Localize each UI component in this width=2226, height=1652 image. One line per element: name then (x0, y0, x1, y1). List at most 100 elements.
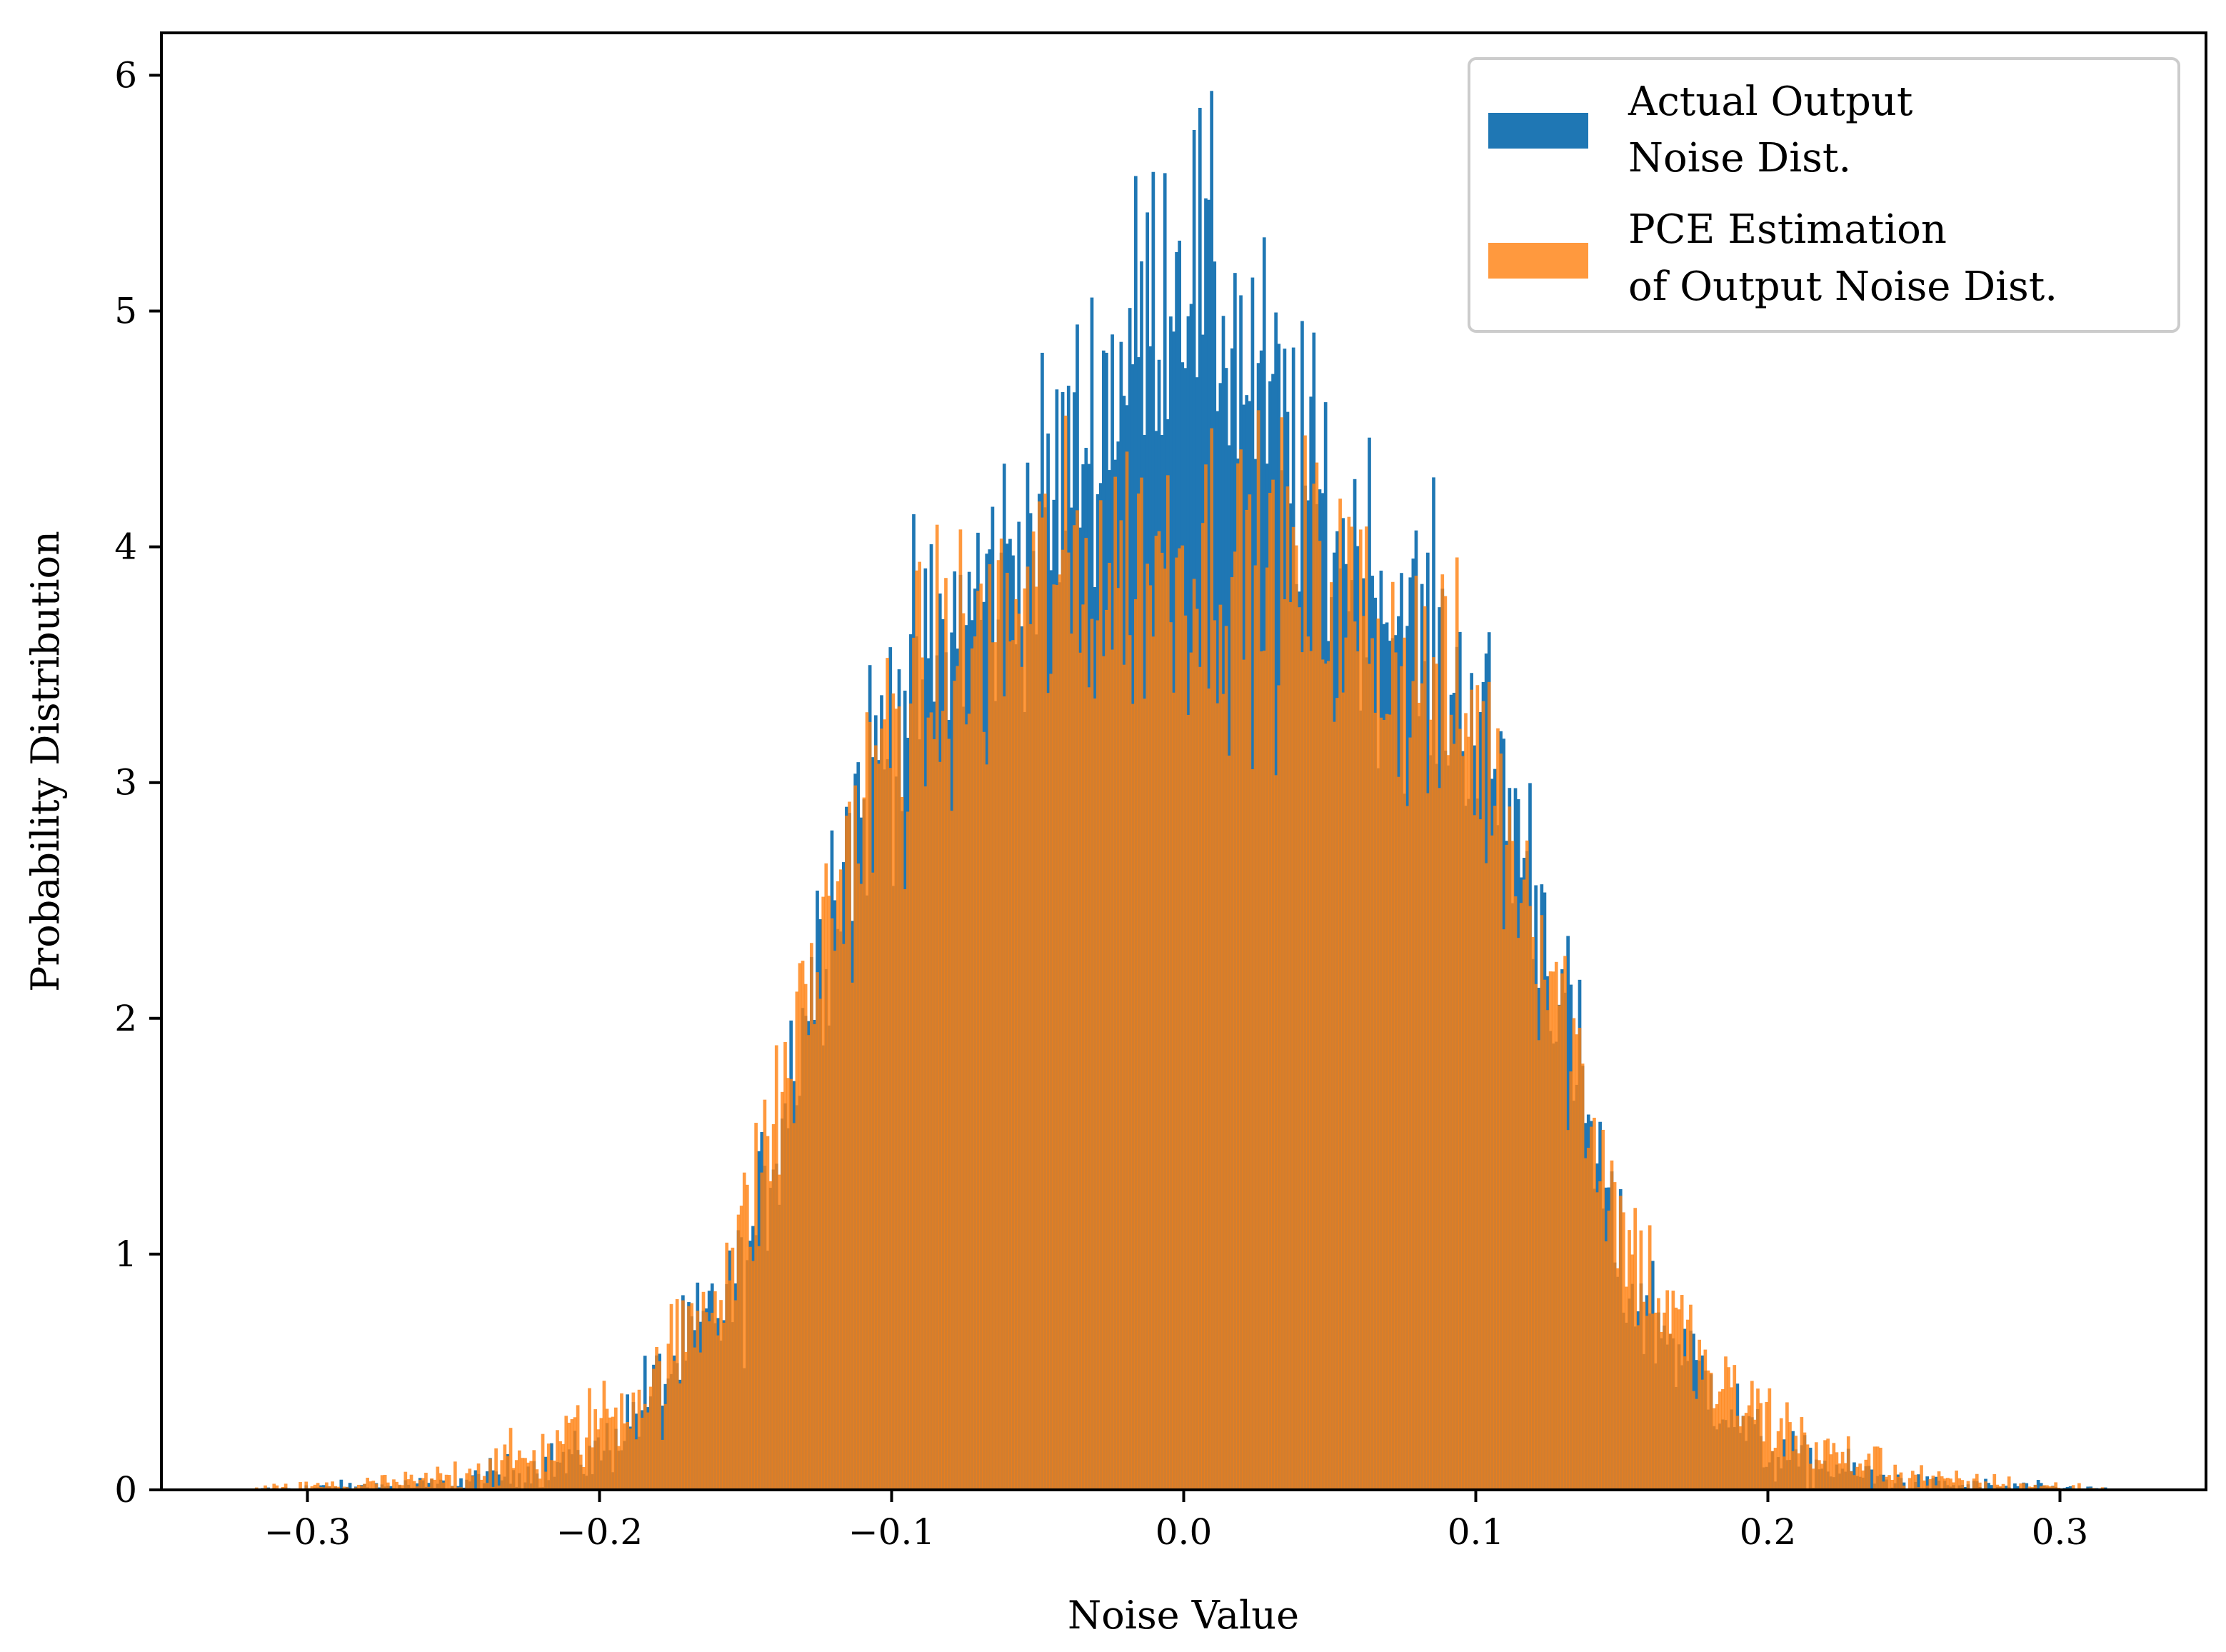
histogram-bar-pce (783, 1041, 787, 1490)
histogram-bar-pce (1630, 1254, 1634, 1490)
histogram-bar-pce (1198, 666, 1202, 1490)
histogram-bar-pce (748, 1246, 752, 1490)
histogram-bar-pce (1130, 704, 1135, 1490)
histogram-bar-pce (588, 1388, 591, 1490)
histogram-bar-pce (1487, 681, 1491, 1490)
legend-swatch-pce (1488, 243, 1588, 279)
histogram-bar-pce (628, 1428, 633, 1490)
histogram-bar-pce (1872, 1446, 1877, 1490)
histogram-bar-pce (485, 1483, 489, 1490)
histogram-bar-pce (1306, 636, 1310, 1490)
histogram-bar-pce (1435, 664, 1438, 1490)
histogram-bar-pce (1502, 929, 1505, 1490)
histogram-bar-pce (578, 1454, 583, 1490)
histogram-bar-pce (1984, 1481, 1987, 1490)
histogram-bar-pce (529, 1461, 533, 1490)
histogram-bar-pce (1411, 681, 1415, 1490)
histogram-bar-pce (687, 1306, 691, 1490)
histogram-bar-pce (1838, 1463, 1842, 1490)
histogram-bar-pce (1218, 604, 1223, 1490)
histogram-bar-pce (1689, 1304, 1693, 1490)
histogram-bar-pce (1907, 1478, 1912, 1490)
histogram-bar-pce (1558, 1005, 1561, 1490)
histogram-bar-pce (1046, 693, 1050, 1490)
histogram-bar-pce (1534, 983, 1538, 1490)
histogram-bar-pce (964, 724, 968, 1490)
histogram-bar-pce (1333, 721, 1336, 1490)
histogram-bar-pce (1703, 1349, 1708, 1490)
histogram-bar-pce (1615, 1268, 1620, 1490)
histogram-bar-pce (1358, 529, 1363, 1491)
histogram-bar-pce (774, 1045, 778, 1490)
histogram-bar-pce (1575, 1034, 1579, 1490)
histogram-bar-pce (883, 719, 886, 1490)
histogram-bar-pce (710, 1313, 714, 1490)
histogram-bar-pce (1475, 685, 1480, 1490)
histogram-bar-pce (1449, 714, 1453, 1490)
histogram-bar-pce (406, 1479, 411, 1490)
histogram-bar-pce (2039, 1486, 2043, 1490)
histogram-bar-pce (1425, 793, 1430, 1490)
histogram-bar-pce (328, 1486, 331, 1490)
histogram-bar-pce (2077, 1483, 2081, 1490)
histogram-bar-pce (1169, 622, 1173, 1490)
histogram-bar-pce (1031, 531, 1036, 1491)
histogram-bar-pce (546, 1443, 551, 1490)
histogram-bar-pce (766, 1136, 770, 1490)
histogram-bar-pce (871, 872, 875, 1490)
histogram-bar-pce (991, 642, 995, 1490)
histogram-bar-pce (491, 1486, 495, 1490)
histogram-bar-pce (789, 1078, 793, 1490)
histogram-bar-pce (465, 1473, 469, 1490)
histogram-bar-pce (1011, 640, 1015, 1490)
histogram-bar-pce (319, 1486, 323, 1490)
histogram-bar-pce (1245, 509, 1249, 1491)
histogram-bar-pce (1038, 501, 1041, 1490)
histogram-bar-pce (851, 982, 854, 1490)
histogram-bar-pce (2001, 1483, 2005, 1490)
histogram-bar-pce (1660, 1331, 1663, 1490)
histogram-bar-pce (982, 731, 986, 1490)
histogram-bar-pce (1111, 649, 1114, 1490)
histogram-bar-pce (1853, 1475, 1856, 1490)
histogram-bar-pce (1663, 1312, 1666, 1490)
histogram-bar-pce (877, 764, 881, 1490)
histogram-bar-pce (1452, 744, 1456, 1490)
histogram-bar-pce (334, 1486, 337, 1490)
legend-swatch-actual (1488, 113, 1588, 149)
histogram-bar-pce (1335, 698, 1339, 1490)
histogram-bar-pce (1145, 564, 1150, 1490)
histogram-bar-pce (1259, 651, 1263, 1490)
histogram-bar-pce (1797, 1453, 1801, 1490)
histogram-bar-pce (690, 1303, 693, 1490)
histogram-bar-pce (363, 1483, 366, 1490)
histogram-bar-pce (1423, 606, 1427, 1490)
histogram-bar-pce (1318, 541, 1322, 1490)
histogram-bar-pce (1776, 1431, 1780, 1490)
histogram-bar-pce (921, 657, 925, 1490)
histogram-bar-pce (1887, 1475, 1891, 1490)
histogram-bar-pce (1470, 689, 1474, 1491)
histogram-bar-pce (1338, 499, 1342, 1491)
histogram-bar-pce (967, 714, 971, 1490)
histogram-bar-pce (979, 584, 983, 1490)
histogram-bar-pce (1537, 1040, 1541, 1490)
histogram-bar-pce (421, 1478, 425, 1490)
histogram-bar-pce (1995, 1484, 2000, 1490)
histogram-bar-pce (751, 1261, 755, 1490)
histogram-bar-pce (903, 888, 907, 1490)
histogram-bar-pce (841, 943, 846, 1490)
histogram-bar-pce (1309, 651, 1313, 1491)
histogram-bar-pce (1473, 815, 1477, 1490)
histogram-bar-pce (1625, 1286, 1628, 1490)
histogram-bar-pce (1709, 1372, 1713, 1490)
histogram-bar-pce (1940, 1476, 1944, 1490)
histogram-bar-pce (816, 972, 819, 1490)
histogram-bar-pce (433, 1479, 437, 1490)
histogram-bar-actual (473, 1470, 478, 1490)
histogram-bar-pce (599, 1418, 603, 1490)
histogram-bar-pce (1633, 1208, 1638, 1490)
histogram-bar-pce (1741, 1416, 1745, 1490)
histogram-bar-pce (1379, 717, 1383, 1490)
histogram-bar-pce (567, 1423, 571, 1490)
